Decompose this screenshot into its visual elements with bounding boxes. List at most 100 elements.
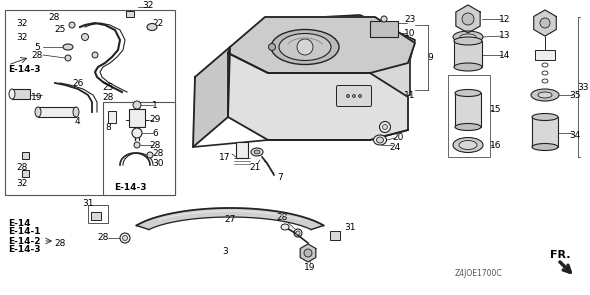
Text: 28: 28 — [97, 234, 109, 242]
Circle shape — [462, 13, 474, 25]
Text: 17: 17 — [219, 153, 231, 161]
Text: 33: 33 — [577, 83, 589, 91]
Polygon shape — [200, 50, 240, 127]
Text: 19: 19 — [304, 263, 316, 271]
Circle shape — [65, 55, 71, 61]
Text: 28: 28 — [152, 148, 163, 158]
Circle shape — [346, 94, 349, 98]
Text: 8: 8 — [105, 122, 111, 132]
Bar — [22, 152, 29, 159]
Text: 15: 15 — [490, 106, 502, 114]
Bar — [38, 107, 76, 117]
Polygon shape — [136, 208, 323, 230]
Circle shape — [147, 152, 153, 158]
Polygon shape — [534, 10, 556, 36]
Ellipse shape — [373, 135, 386, 145]
Circle shape — [92, 52, 98, 58]
Text: 23: 23 — [404, 14, 416, 24]
Polygon shape — [235, 45, 410, 112]
Ellipse shape — [281, 224, 289, 230]
Ellipse shape — [453, 31, 483, 43]
Text: 28: 28 — [149, 140, 160, 150]
Text: 1: 1 — [152, 101, 158, 109]
Text: 6: 6 — [152, 129, 158, 137]
Text: 12: 12 — [499, 14, 511, 24]
Ellipse shape — [453, 137, 483, 153]
Bar — [532, 117, 558, 147]
Circle shape — [379, 122, 391, 132]
Polygon shape — [228, 53, 408, 140]
Ellipse shape — [532, 114, 558, 120]
Bar — [88, 205, 108, 223]
Ellipse shape — [532, 143, 558, 150]
FancyBboxPatch shape — [336, 86, 372, 106]
Text: E-14-3: E-14-3 — [114, 183, 146, 193]
Text: 28: 28 — [276, 212, 288, 222]
Circle shape — [382, 124, 388, 130]
Text: 13: 13 — [499, 32, 511, 40]
Text: 16: 16 — [490, 140, 502, 150]
Ellipse shape — [35, 107, 41, 117]
Text: 1replacementparts.com: 1replacementparts.com — [248, 80, 372, 90]
Text: 3: 3 — [222, 248, 228, 256]
Text: E-14-3: E-14-3 — [8, 65, 41, 75]
Polygon shape — [193, 47, 230, 147]
Ellipse shape — [279, 34, 331, 60]
Bar — [12, 89, 30, 99]
Text: 7: 7 — [277, 173, 283, 181]
Circle shape — [352, 94, 356, 98]
Bar — [455, 93, 481, 127]
Circle shape — [297, 39, 313, 55]
Ellipse shape — [455, 124, 481, 130]
Text: 11: 11 — [404, 91, 416, 99]
Ellipse shape — [538, 92, 552, 98]
Ellipse shape — [73, 107, 79, 117]
Bar — [535, 50, 555, 60]
Text: 18: 18 — [392, 120, 404, 130]
Text: 10: 10 — [404, 29, 416, 37]
Text: 31: 31 — [344, 222, 356, 232]
Ellipse shape — [454, 37, 482, 45]
Circle shape — [133, 101, 141, 109]
Text: 32: 32 — [17, 32, 28, 42]
Text: 31: 31 — [82, 199, 94, 207]
Circle shape — [123, 235, 127, 240]
Ellipse shape — [459, 140, 477, 150]
Ellipse shape — [63, 44, 73, 50]
Polygon shape — [300, 244, 316, 262]
Text: 32: 32 — [17, 179, 28, 189]
Polygon shape — [235, 15, 415, 75]
Text: 28: 28 — [31, 50, 42, 60]
Text: 28: 28 — [102, 93, 114, 101]
Text: 25: 25 — [54, 25, 65, 35]
Circle shape — [304, 249, 312, 257]
Bar — [108, 111, 116, 123]
Text: FR.: FR. — [550, 250, 571, 260]
Text: 24: 24 — [389, 142, 401, 152]
Text: 30: 30 — [152, 158, 164, 168]
Ellipse shape — [454, 63, 482, 71]
Text: E-14: E-14 — [8, 219, 31, 227]
Text: 14: 14 — [499, 50, 511, 60]
Circle shape — [294, 229, 302, 237]
Bar — [103, 102, 175, 195]
Polygon shape — [456, 5, 480, 33]
Text: 20: 20 — [392, 134, 404, 142]
Text: 34: 34 — [569, 130, 581, 140]
Ellipse shape — [460, 34, 476, 40]
Bar — [330, 231, 340, 240]
Bar — [370, 21, 398, 37]
Ellipse shape — [271, 30, 339, 65]
Ellipse shape — [455, 89, 481, 96]
Ellipse shape — [251, 148, 263, 156]
Bar — [236, 142, 248, 158]
Text: 29: 29 — [149, 116, 160, 124]
Polygon shape — [228, 17, 415, 73]
Text: E-14-1: E-14-1 — [8, 227, 41, 237]
Text: Z4JOE1700C: Z4JOE1700C — [455, 268, 503, 278]
Ellipse shape — [531, 89, 559, 101]
Circle shape — [132, 128, 142, 138]
Text: 26: 26 — [73, 78, 84, 88]
Text: 28: 28 — [54, 238, 65, 248]
Text: 4: 4 — [74, 117, 80, 125]
